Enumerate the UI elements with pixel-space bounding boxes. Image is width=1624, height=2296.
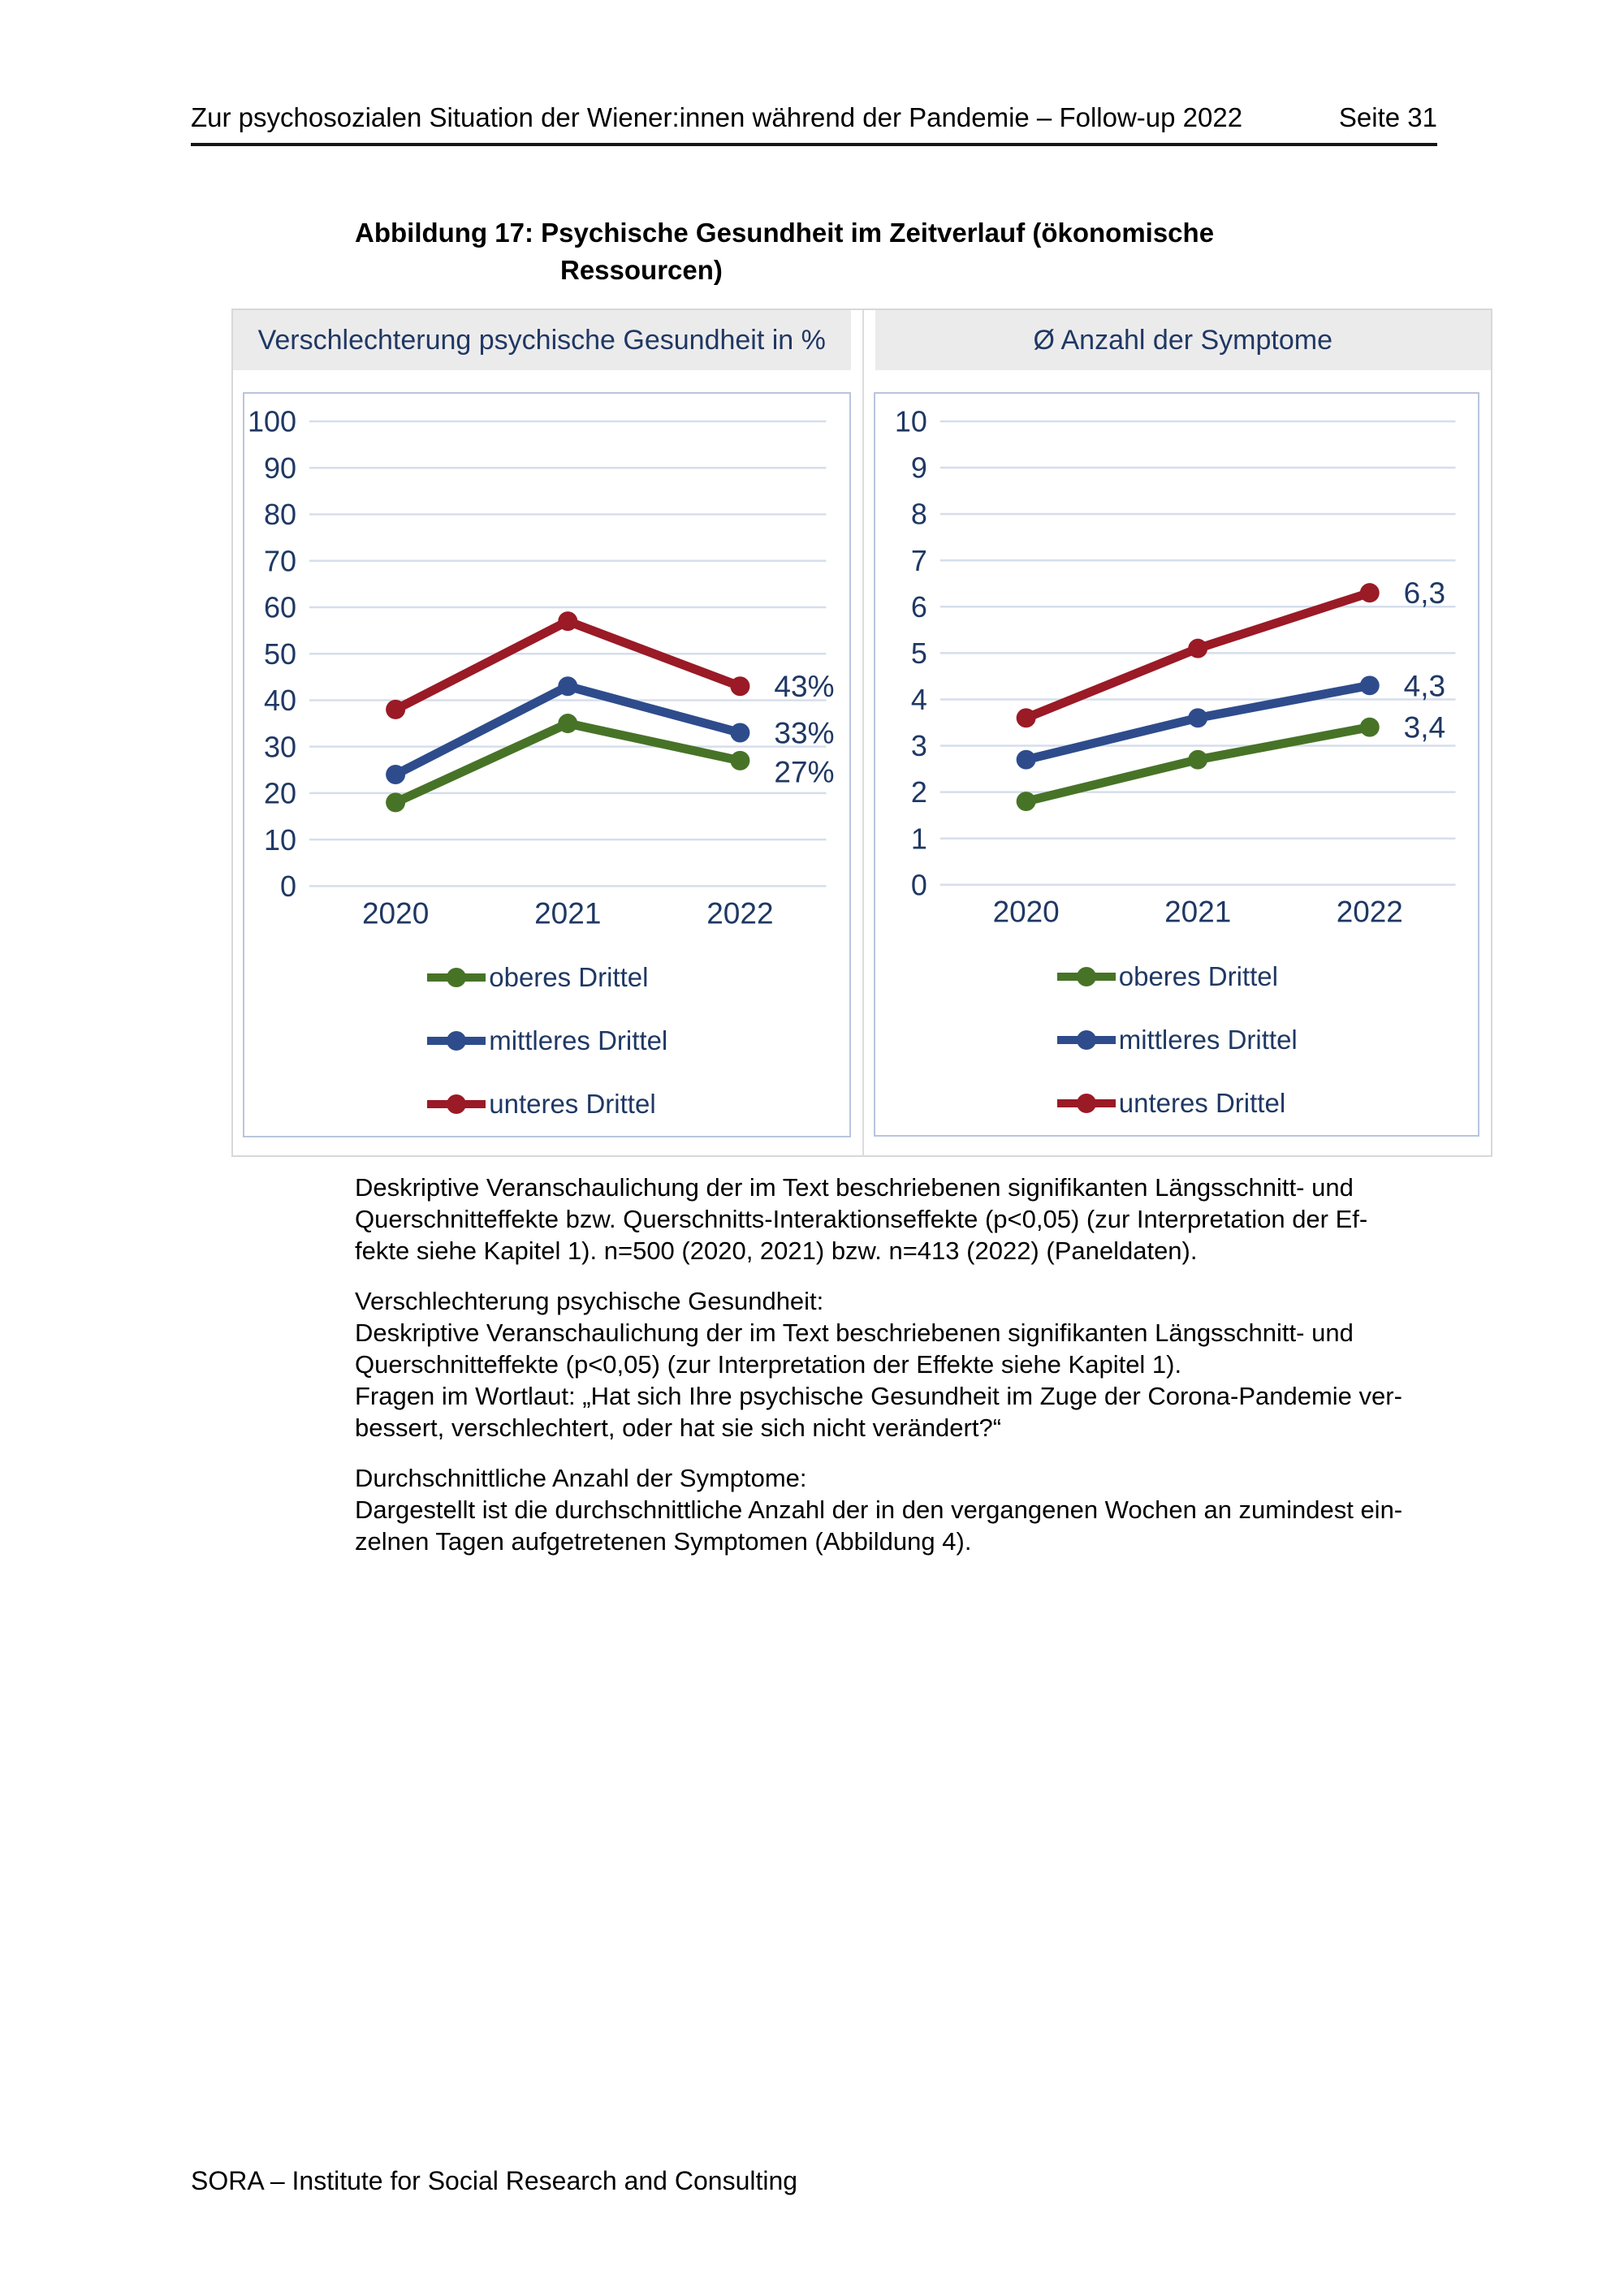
svg-text:20: 20: [264, 777, 296, 810]
chart-legend: oberes Drittel mittleres Drittel unteres D…: [425, 962, 667, 1120]
svg-text:27%: 27%: [774, 755, 834, 789]
svg-text:2020: 2020: [362, 896, 429, 930]
legend-line-icon: [427, 1031, 486, 1051]
svg-text:90: 90: [264, 451, 296, 485]
page-header: Zur psychosozialen Situation der Wiener:…: [191, 0, 1437, 146]
svg-text:2021: 2021: [1164, 896, 1231, 929]
svg-text:2022: 2022: [706, 896, 773, 930]
svg-text:30: 30: [264, 730, 296, 763]
legend-item-oberes-drittel: oberes Drittel: [425, 962, 648, 993]
svg-text:3: 3: [910, 729, 926, 762]
svg-text:8: 8: [910, 498, 926, 531]
legend-item-unteres-drittel: unteres Drittel: [425, 1089, 656, 1120]
svg-text:50: 50: [264, 637, 296, 671]
chart-title: Ø Anzahl der Symptome: [875, 310, 1491, 370]
svg-text:2020: 2020: [992, 896, 1059, 929]
svg-text:2022: 2022: [1336, 896, 1402, 929]
svg-text:80: 80: [264, 498, 296, 531]
legend-item-unteres-drittel: unteres Drittel: [1056, 1088, 1285, 1119]
line-chart: 0 1 2 3 4 5 6 7 8 9 10 2020 2021 2022 6,3 4,3 3,4: [894, 405, 1456, 929]
svg-text:9: 9: [910, 451, 926, 485]
legend-label: mittleres Drittel: [1118, 1024, 1298, 1055]
chart-column: Verschlechterung psychische Gesundheit i…: [233, 310, 862, 1155]
svg-text:0: 0: [910, 868, 926, 901]
legend-item-mittleres-drittel: mittleres Drittel: [1056, 1025, 1298, 1055]
svg-text:60: 60: [264, 591, 296, 624]
figure-footnotes: Deskriptive Veranschaulichung der im Tex…: [191, 1172, 1445, 1557]
svg-text:40: 40: [264, 684, 296, 717]
footnote-paragraph: Verschlechterung psychische Gesundheit: …: [355, 1287, 1402, 1443]
svg-text:0: 0: [280, 870, 296, 903]
legend-label: mittleres Drittel: [489, 1025, 668, 1056]
svg-text:7: 7: [910, 544, 926, 577]
legend-label: unteres Drittel: [1118, 1087, 1286, 1118]
legend-line-icon: [1056, 966, 1116, 986]
chart-legend: oberes Drittel mittleres Drittel unteres D…: [1056, 961, 1298, 1119]
svg-text:70: 70: [264, 544, 296, 577]
svg-text:4: 4: [910, 683, 926, 716]
svg-text:10: 10: [264, 823, 296, 857]
chart-title: Verschlechterung psychische Gesundheit i…: [233, 310, 851, 370]
report-title: Zur psychosozialen Situation der Wiener:…: [191, 102, 1243, 132]
legend-item-mittleres-drittel: mittleres Drittel: [425, 1025, 667, 1056]
svg-text:2: 2: [910, 775, 926, 809]
legend-line-icon: [1056, 1029, 1116, 1050]
footnote-paragraph: Durchschnittliche Anzahl der Symptome: D…: [355, 1464, 1403, 1556]
legend-label: oberes Drittel: [1118, 960, 1278, 991]
svg-text:100: 100: [248, 405, 296, 438]
chart-panel: 0 10 20 30 40 50 60 70 80 90 100 2020 2021 2022 43% 33%…: [243, 392, 851, 1138]
figure-17: Verschlechterung psychische Gesundheit i…: [231, 309, 1492, 1158]
page-number: Seite 31: [1338, 102, 1437, 132]
legend-line-icon: [427, 1094, 486, 1115]
svg-text:33%: 33%: [774, 715, 834, 749]
legend-item-oberes-drittel: oberes Drittel: [1056, 961, 1278, 992]
svg-text:4,3: 4,3: [1403, 669, 1445, 702]
legend-line-icon: [427, 968, 486, 988]
line-chart: 0 10 20 30 40 50 60 70 80 90 100 2020 2021 2022 43% 33%…: [248, 405, 835, 930]
svg-text:3,4: 3,4: [1403, 711, 1445, 744]
legend-label: unteres Drittel: [489, 1089, 656, 1120]
svg-text:2021: 2021: [534, 896, 601, 930]
svg-text:10: 10: [894, 405, 926, 438]
legend-label: oberes Drittel: [489, 962, 649, 993]
svg-text:43%: 43%: [774, 669, 834, 703]
footnote-paragraph: Deskriptive Veranschaulichung der im Tex…: [355, 1173, 1368, 1266]
legend-line-icon: [1056, 1093, 1116, 1113]
svg-text:5: 5: [910, 637, 926, 670]
chart-column: Ø Anzahl der Symptome 0 1 2 3 4 5 6 7 8 9 10 2020 20…: [862, 310, 1491, 1156]
svg-text:1: 1: [910, 822, 926, 855]
svg-text:6,3: 6,3: [1403, 576, 1445, 610]
figure-caption: Abbildung 17: Psychische Gesundheit im Z…: [355, 218, 1215, 285]
page-footer: SORA – Institute for Social Research and…: [191, 2166, 798, 2195]
svg-text:6: 6: [910, 590, 926, 624]
chart-panel: 0 1 2 3 4 5 6 7 8 9 10 2020 2021 2022 6,3 4,3 3,4 oberes…: [873, 392, 1479, 1137]
